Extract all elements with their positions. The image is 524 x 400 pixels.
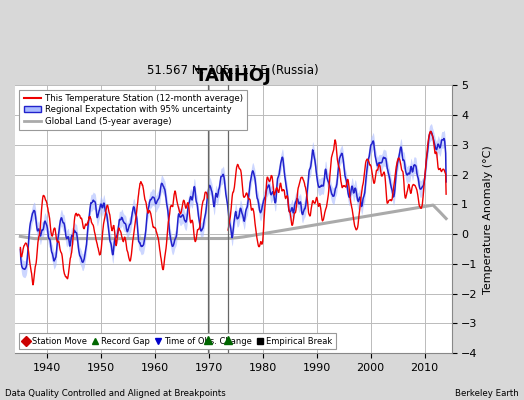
Text: Data Quality Controlled and Aligned at Breakpoints: Data Quality Controlled and Aligned at B… bbox=[5, 389, 226, 398]
Y-axis label: Temperature Anomaly (°C): Temperature Anomaly (°C) bbox=[483, 145, 493, 294]
Legend: Station Move, Record Gap, Time of Obs. Change, Empirical Break: Station Move, Record Gap, Time of Obs. C… bbox=[19, 334, 335, 349]
Text: 51.567 N, 105.117 E (Russia): 51.567 N, 105.117 E (Russia) bbox=[147, 64, 319, 77]
Title: TANHOJ: TANHOJ bbox=[195, 67, 271, 85]
Text: Berkeley Earth: Berkeley Earth bbox=[455, 389, 519, 398]
